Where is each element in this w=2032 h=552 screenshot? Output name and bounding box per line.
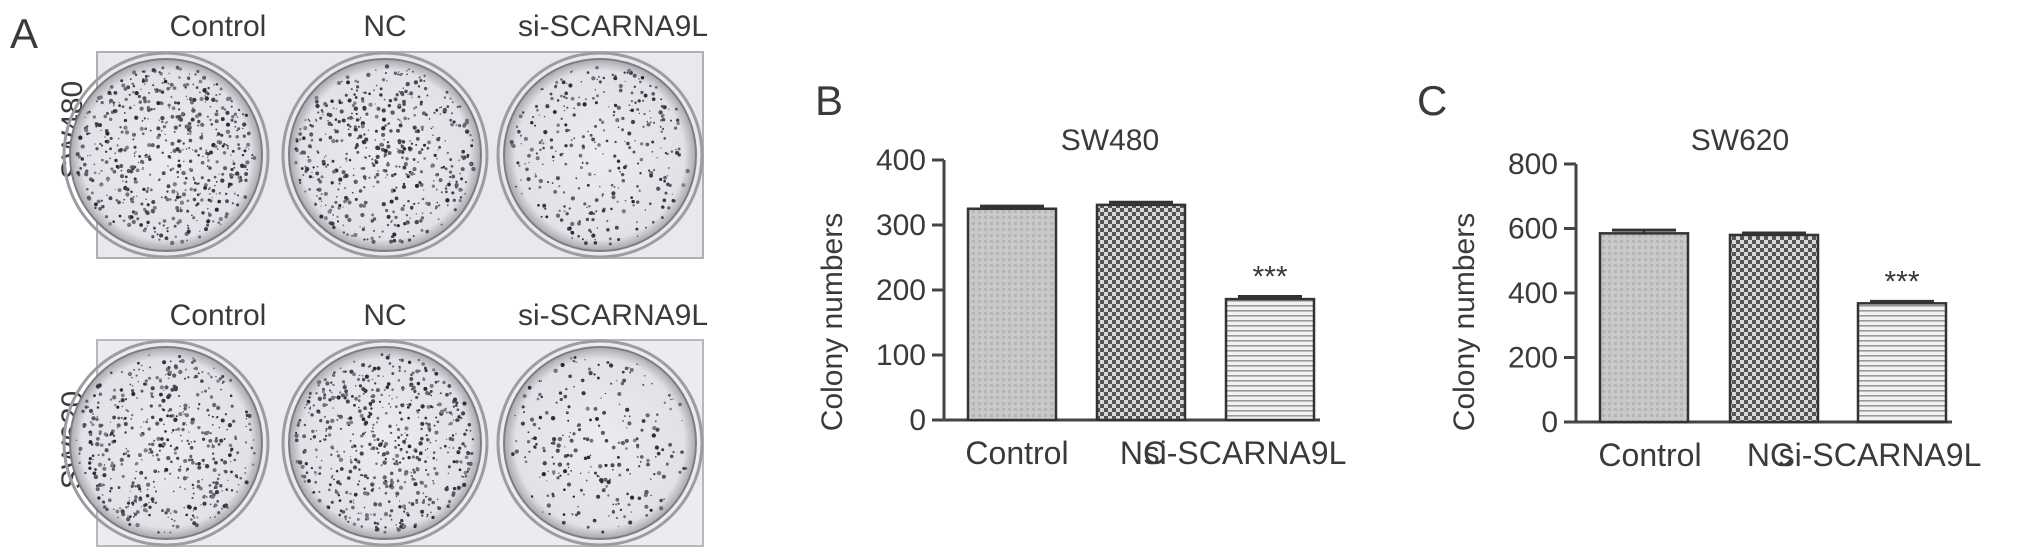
bar-control — [966, 207, 1058, 422]
y-tick-label: 100 — [876, 339, 926, 372]
y-tick-label: 400 — [1508, 277, 1558, 310]
y-tick-label: 0 — [1541, 406, 1558, 439]
error-bar — [1612, 228, 1676, 234]
y-tick-label: 300 — [876, 209, 926, 242]
x-tick-label: NC — [1747, 437, 1793, 473]
culture-well — [281, 51, 489, 259]
y-tick-label: 400 — [876, 144, 926, 177]
colony-dots — [75, 65, 257, 246]
bar-si-scarna9l — [1224, 297, 1316, 422]
culture-well — [62, 51, 270, 259]
panel-a-letter: A — [10, 10, 38, 57]
chart-b-y-axis-label: Colony numbers — [816, 213, 849, 431]
error-bar — [1870, 299, 1934, 304]
x-tick-label: NC — [1120, 435, 1166, 471]
well-label-nc-sw620: NC — [363, 299, 406, 332]
chart-c-y-axis-label: Colony numbers — [1448, 213, 1481, 431]
culture-well — [496, 339, 704, 547]
error-bar — [980, 204, 1044, 209]
bar-si-scarna9l — [1856, 302, 1948, 424]
bar-nc — [1095, 203, 1187, 422]
significance-label: *** — [1252, 261, 1287, 294]
colony-dots — [509, 65, 690, 246]
colony-dots — [75, 354, 256, 534]
colony-dots — [511, 356, 688, 534]
error-bar — [1109, 200, 1173, 205]
chart-c-title: SW620 — [1691, 124, 1789, 157]
chart-c-sw620: C SW620 Colony numbers 0 200 400 600 800 Cont… — [1417, 77, 1981, 473]
y-tick-label: 200 — [1508, 342, 1558, 375]
y-tick-label: 0 — [909, 404, 926, 437]
significance-label: *** — [1884, 265, 1919, 298]
y-tick-label: 200 — [876, 274, 926, 307]
well-label-control-sw620: Control — [170, 299, 267, 332]
plate-row-sw620: Control NC si-SCARNA9L SW620 — [56, 299, 708, 547]
x-tick-label: Control — [1598, 437, 1701, 473]
chart-b-sw480: B SW480 Colony numbers 0 100 200 300 400 Cont… — [815, 77, 1346, 471]
x-tick-label: Control — [965, 435, 1068, 471]
chart-b-title: SW480 — [1061, 124, 1159, 157]
well-label-si-sw620: si-SCARNA9L — [518, 299, 708, 332]
x-tick-label: si-SCARNA9L — [1779, 437, 1982, 473]
error-bar — [1742, 231, 1806, 235]
plate-row-sw480: Control NC si-SCARNA9L SW480 — [56, 10, 708, 259]
colony-dots — [294, 64, 476, 244]
y-tick-label: 800 — [1508, 148, 1558, 181]
culture-well — [496, 51, 704, 259]
error-bar — [1238, 295, 1302, 300]
colony-dots — [294, 353, 474, 534]
culture-well — [62, 339, 270, 547]
bar-control — [1598, 232, 1690, 424]
well-label-control-sw480: Control — [170, 10, 267, 43]
chart-c-letter: C — [1417, 77, 1447, 124]
well-label-nc-sw480: NC — [363, 10, 406, 43]
culture-well — [281, 339, 489, 547]
x-tick-label: si-SCARNA9L — [1144, 435, 1347, 471]
chart-b-letter: B — [815, 77, 843, 124]
panel-a-colony-plates: A Control NC si-SCARNA9L SW480 Control N… — [10, 10, 708, 547]
bar-nc — [1728, 233, 1820, 424]
y-tick-label: 600 — [1508, 213, 1558, 246]
well-label-si-sw480: si-SCARNA9L — [518, 10, 708, 43]
